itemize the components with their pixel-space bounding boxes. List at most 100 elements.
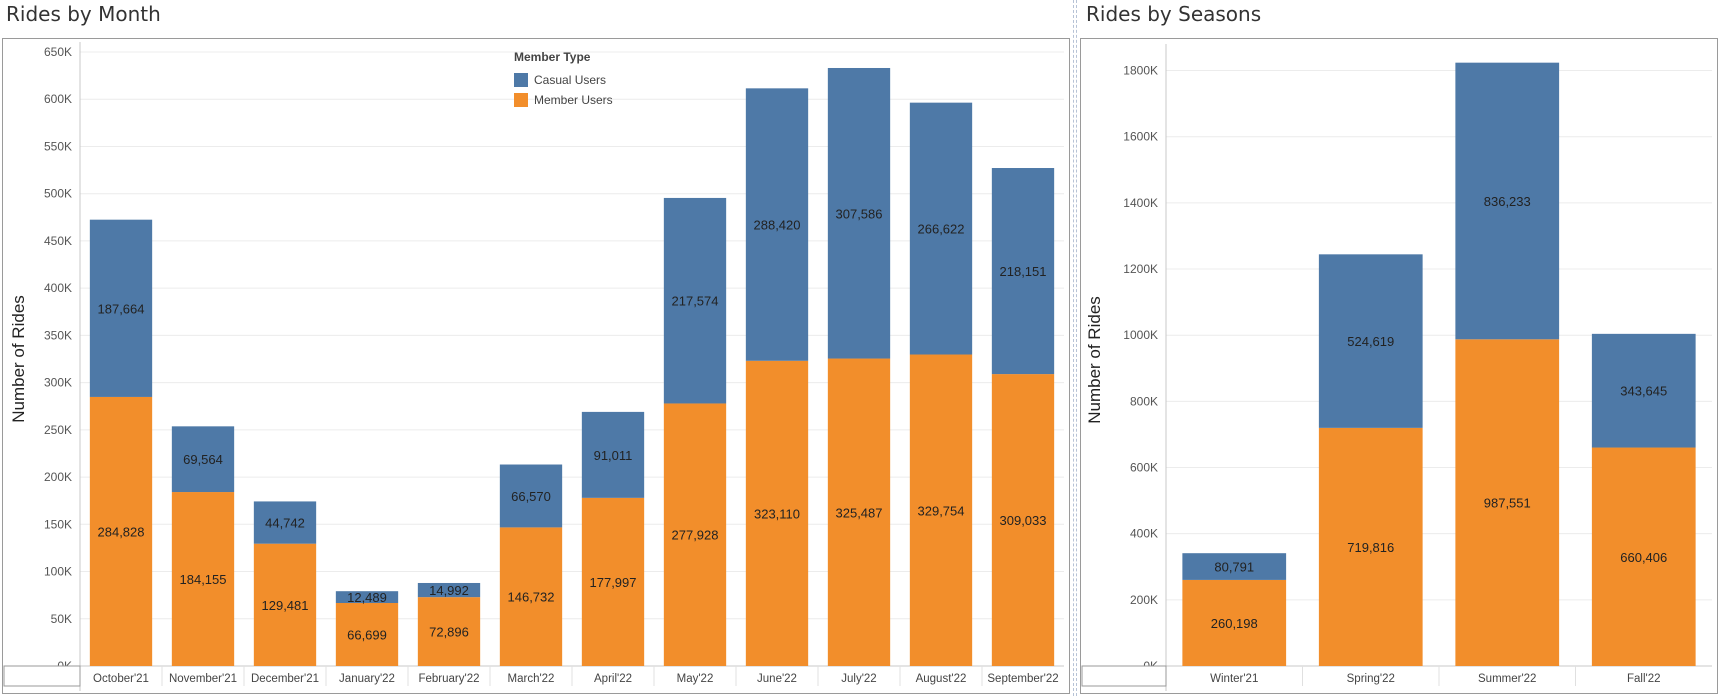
data-label-member-users: 325,487 bbox=[836, 505, 883, 520]
season-chart-title: Rides by Seasons bbox=[1086, 2, 1262, 26]
x-tick-label: November'21 bbox=[169, 673, 237, 685]
data-label-member-users: 277,928 bbox=[672, 528, 719, 543]
x-tick-label: Summer'22 bbox=[1478, 673, 1536, 685]
x-tick-label: Spring'22 bbox=[1347, 673, 1395, 685]
data-label-member-users: 660,406 bbox=[1620, 550, 1667, 565]
data-label-member-users: 260,198 bbox=[1211, 616, 1258, 631]
season-panel: Rides by Seasons 0K200K400K600K800K1000K… bbox=[1080, 0, 1720, 696]
data-label-casual-users: 66,570 bbox=[511, 489, 551, 504]
data-label-casual-users: 44,742 bbox=[265, 516, 305, 531]
data-label-member-users: 72,896 bbox=[429, 625, 469, 640]
y-tick-label: 450K bbox=[44, 234, 72, 248]
legend-swatch-casual bbox=[514, 73, 528, 87]
data-label-casual-users: 14,992 bbox=[429, 583, 469, 598]
y-tick-label: 1200K bbox=[1123, 262, 1158, 276]
data-label-casual-users: 91,011 bbox=[594, 448, 633, 463]
y-tick-label: 400K bbox=[44, 281, 72, 295]
bar-casual-users bbox=[1591, 333, 1696, 448]
season-chart: 0K200K400K600K800K1000K1200K1400K1600K18… bbox=[1081, 44, 1712, 691]
legend-item-member[interactable]: Member Users bbox=[514, 90, 613, 110]
y-tick-label: 200K bbox=[44, 470, 72, 484]
bar-member-users bbox=[89, 396, 153, 666]
legend-item-casual[interactable]: Casual Users bbox=[514, 70, 613, 90]
x-tick-label: September'22 bbox=[987, 673, 1058, 685]
y-tick-label: 150K bbox=[44, 517, 72, 531]
x-tick-label: June'22 bbox=[757, 673, 797, 685]
y-tick-label: 600K bbox=[1130, 461, 1158, 475]
panel-divider bbox=[1073, 0, 1074, 696]
data-label-casual-users: 266,622 bbox=[918, 222, 965, 237]
legend-label-member: Member Users bbox=[534, 93, 613, 107]
bar-member-users bbox=[171, 492, 235, 666]
data-label-member-users: 284,828 bbox=[98, 524, 145, 539]
legend-swatch-member bbox=[514, 93, 528, 107]
data-label-member-users: 323,110 bbox=[754, 506, 800, 521]
data-label-member-users: 987,551 bbox=[1484, 496, 1531, 511]
bar-casual-users bbox=[581, 411, 645, 498]
data-label-casual-users: 218,151 bbox=[1000, 264, 1047, 279]
bar-member-users bbox=[581, 497, 645, 666]
y-tick-label: 50K bbox=[51, 612, 72, 626]
x-tick-label: October'21 bbox=[93, 673, 149, 685]
data-label-casual-users: 217,574 bbox=[672, 294, 719, 309]
y-tick-label: 100K bbox=[44, 565, 72, 579]
y-tick-label: 300K bbox=[44, 376, 72, 390]
bar-member-users bbox=[1455, 339, 1560, 666]
x-axis-corner bbox=[1081, 665, 1167, 687]
x-tick-label: July'22 bbox=[841, 673, 876, 685]
y-axis-title: Number of Rides bbox=[9, 295, 28, 423]
y-tick-label: 400K bbox=[1130, 527, 1158, 541]
bar-member-users bbox=[909, 354, 973, 666]
month-panel: Rides by Month 0K50K100K150K200K250K300K… bbox=[2, 2, 1070, 694]
bar-member-users bbox=[663, 403, 727, 666]
panel-divider-2 bbox=[1076, 0, 1077, 696]
data-label-casual-users: 524,619 bbox=[1347, 334, 1394, 349]
bar-casual-users bbox=[89, 219, 153, 397]
bar-casual-users bbox=[1455, 62, 1560, 340]
bar-casual-users bbox=[171, 426, 235, 493]
legend-label-casual: Casual Users bbox=[534, 73, 607, 87]
y-tick-label: 1400K bbox=[1123, 196, 1158, 210]
data-label-member-users: 146,732 bbox=[508, 590, 555, 605]
bar-casual-users bbox=[827, 67, 891, 359]
data-label-member-users: 329,754 bbox=[918, 503, 965, 518]
bar-casual-users bbox=[663, 197, 727, 404]
bar-member-users bbox=[1591, 447, 1696, 666]
data-label-casual-users: 307,586 bbox=[836, 206, 883, 221]
data-label-member-users: 184,155 bbox=[180, 572, 227, 587]
legend-title: Member Type bbox=[514, 50, 591, 64]
bar-casual-users bbox=[417, 582, 481, 598]
x-tick-label: March'22 bbox=[508, 673, 555, 685]
data-label-casual-users: 836,233 bbox=[1484, 194, 1531, 209]
y-axis-title: Number of Rides bbox=[1085, 296, 1104, 424]
bar-member-users bbox=[991, 374, 1055, 666]
data-label-member-users: 129,481 bbox=[262, 598, 309, 613]
x-tick-label: May'22 bbox=[677, 673, 714, 685]
y-tick-label: 550K bbox=[44, 139, 72, 153]
bar-member-users bbox=[1182, 579, 1287, 666]
legend: Member Type Casual Users Member Users bbox=[514, 50, 613, 110]
x-axis-corner bbox=[3, 665, 81, 687]
y-tick-label: 800K bbox=[1130, 394, 1158, 408]
bar-member-users bbox=[827, 358, 891, 666]
x-tick-label: February'22 bbox=[418, 673, 479, 685]
bar-casual-users bbox=[909, 102, 973, 355]
y-tick-label: 1600K bbox=[1123, 130, 1158, 144]
bar-casual-users bbox=[745, 88, 809, 361]
x-tick-label: August'22 bbox=[916, 673, 967, 685]
x-tick-label: Winter'21 bbox=[1210, 673, 1258, 685]
month-chart-title: Rides by Month bbox=[6, 2, 161, 26]
data-label-casual-users: 288,420 bbox=[754, 218, 801, 233]
x-tick-label: Fall'22 bbox=[1627, 673, 1661, 685]
data-label-member-users: 309,033 bbox=[1000, 513, 1047, 528]
x-tick-label: December'21 bbox=[251, 673, 319, 685]
y-tick-label: 200K bbox=[1130, 593, 1158, 607]
bar-casual-users bbox=[335, 591, 399, 603]
data-label-member-users: 177,997 bbox=[590, 575, 637, 590]
bar-member-users bbox=[1318, 427, 1423, 666]
bar-casual-users bbox=[991, 168, 1055, 375]
x-tick-label: April'22 bbox=[594, 673, 632, 685]
y-tick-label: 600K bbox=[44, 92, 72, 106]
bar-member-users bbox=[417, 597, 481, 666]
data-label-casual-users: 80,791 bbox=[1214, 560, 1254, 575]
